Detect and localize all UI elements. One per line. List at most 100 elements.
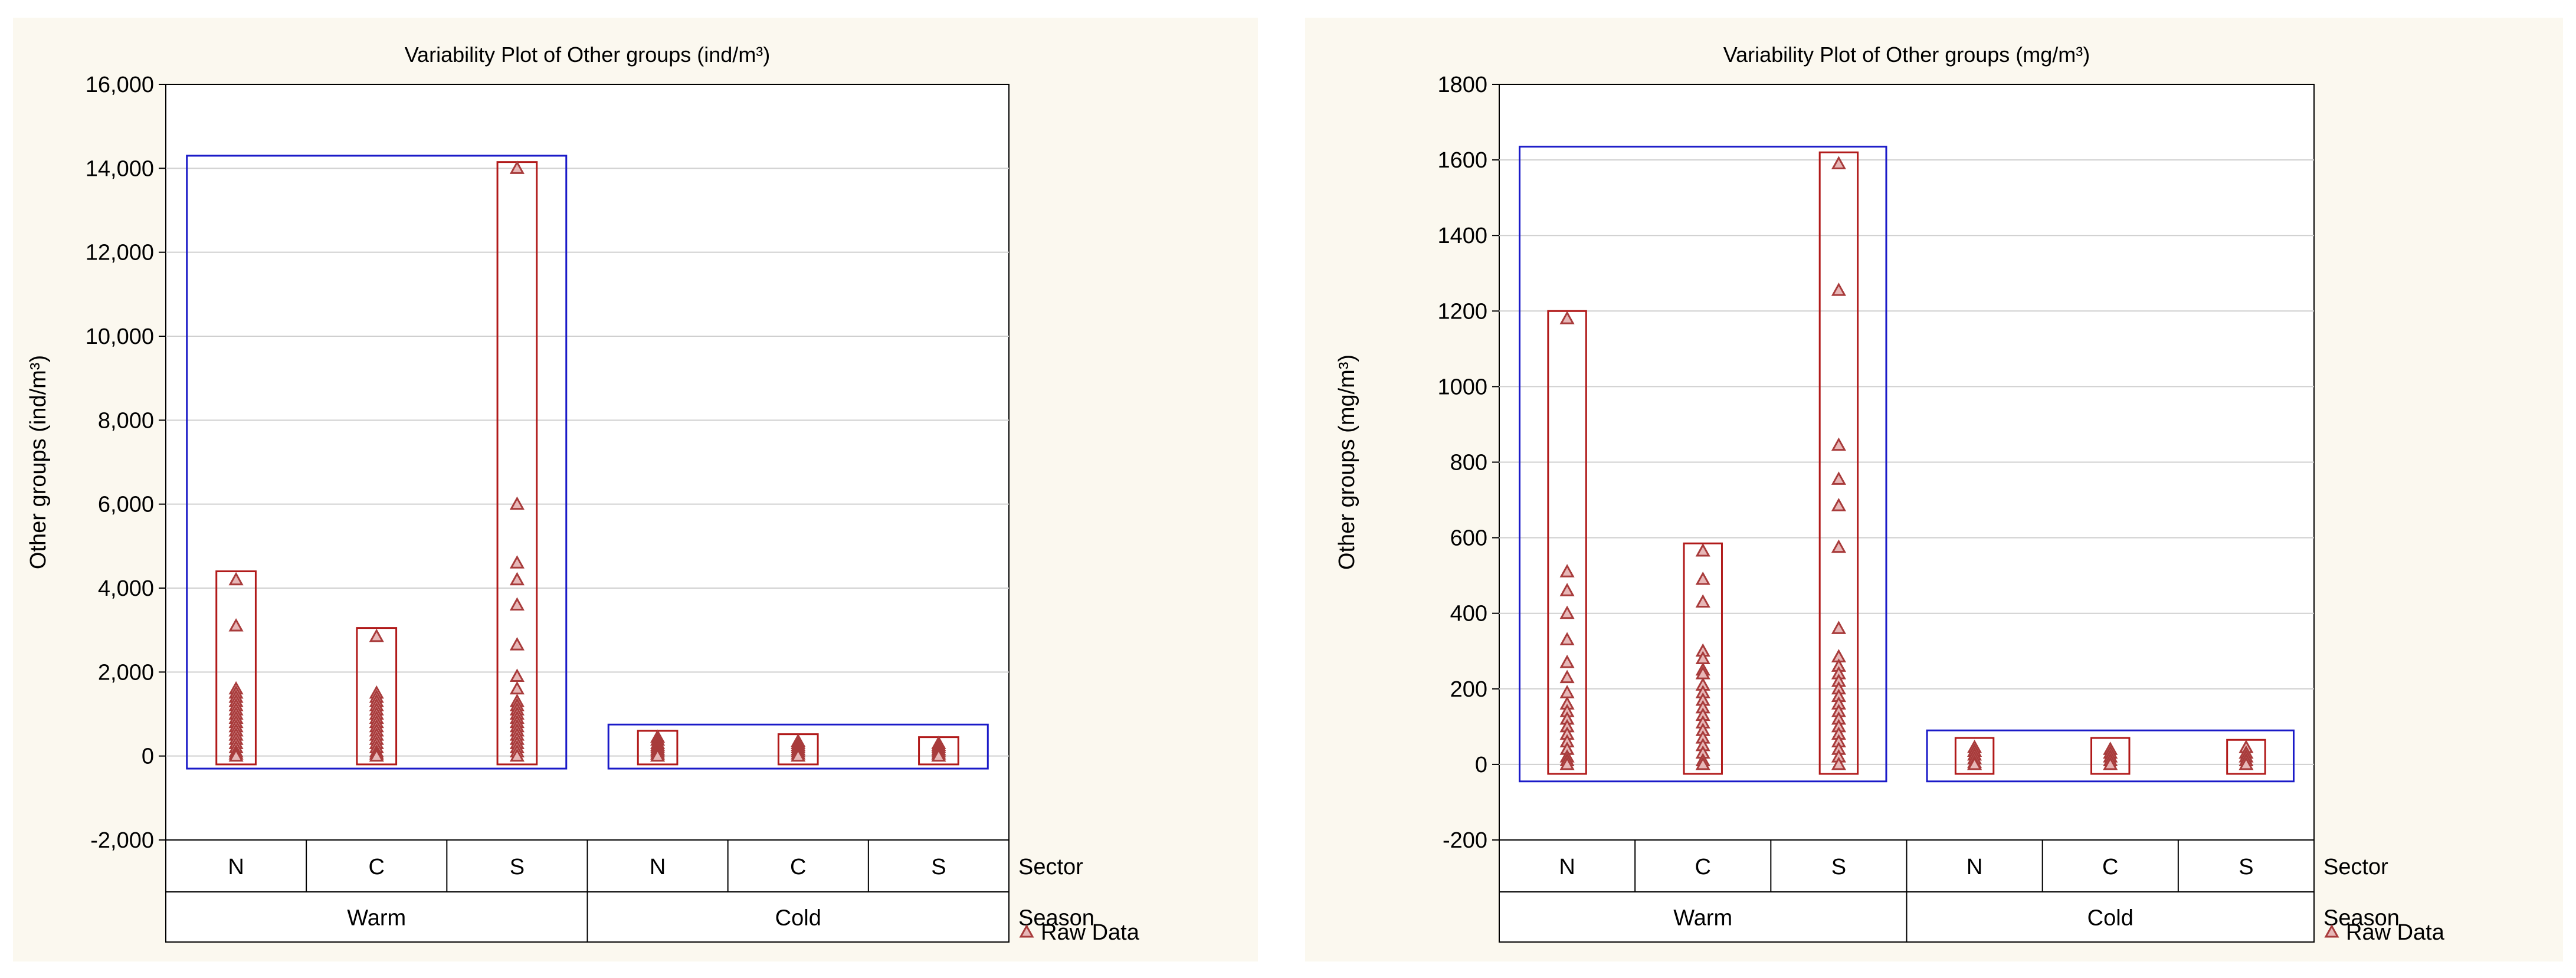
data-point (650, 748, 666, 762)
chart-title: Variability Plot of Other groups (ind/m³… (405, 42, 771, 67)
factor-label-season: Season (2323, 906, 2400, 931)
y-tick-label: 6,000 (98, 493, 154, 517)
y-tick-label: 1400 (1437, 224, 1487, 248)
factor-label-sector: Sector (1018, 855, 1083, 879)
data-point (1559, 311, 1575, 324)
data-point (1559, 605, 1575, 619)
legend-label: Raw Data (1041, 920, 1140, 945)
data-point (509, 681, 525, 695)
data-point (228, 618, 244, 632)
sector-label: N (1559, 855, 1575, 879)
y-tick-label: 400 (1450, 602, 1487, 626)
plot-area (165, 84, 1010, 841)
data-point (2103, 756, 2118, 770)
group-box-warm-s (1818, 151, 1859, 775)
sector-label: S (931, 855, 946, 879)
data-point (509, 668, 525, 682)
y-tick-label: 10,000 (86, 324, 154, 349)
data-point (1695, 571, 1710, 585)
season-box-warm (1519, 146, 1887, 783)
sector-label: C (790, 855, 806, 879)
data-point (1559, 632, 1575, 646)
y-axis-label: Other groups (ind/m³) (26, 355, 51, 569)
group-box-cold-c (2090, 737, 2131, 775)
sector-label: N (228, 855, 244, 879)
data-point (1831, 498, 1846, 511)
sector-label: C (369, 855, 385, 879)
data-point (228, 748, 244, 762)
season-box-cold (1926, 729, 2295, 783)
group-box-warm-n (215, 570, 257, 766)
y-tick-label: 0 (1475, 753, 1487, 777)
y-axis-label: Other groups (mg/m³) (1335, 355, 1359, 570)
sector-label: N (650, 855, 666, 879)
data-point (791, 748, 806, 762)
data-point (1831, 756, 1846, 770)
season-box-warm (186, 155, 568, 770)
sector-label: S (2239, 855, 2253, 879)
group-box-warm-c (356, 627, 398, 766)
y-tick-label: -2,000 (90, 828, 154, 853)
y-tick-label: 1600 (1437, 148, 1487, 173)
data-point (1695, 594, 1710, 608)
data-point (1559, 756, 1575, 770)
data-point (509, 160, 525, 174)
data-point (369, 748, 384, 762)
y-tick-label: 2,000 (98, 660, 154, 685)
data-point (1695, 543, 1710, 557)
triangle-marker-icon (2324, 924, 2339, 938)
sector-label: N (1967, 855, 1982, 879)
y-tick-label: 12,000 (86, 241, 154, 265)
variability-plot-mg-chart: Variability Plot of Other groups (mg/m³)… (1335, 42, 2445, 945)
data-point (1831, 471, 1846, 485)
data-point (1559, 654, 1575, 668)
data-point (2239, 756, 2254, 770)
data-point (1831, 539, 1846, 553)
data-point (1967, 756, 1982, 770)
data-point (509, 496, 525, 510)
data-point (1831, 621, 1846, 634)
sector-label: S (1831, 855, 1846, 879)
y-tick-label: 0 (142, 744, 154, 769)
y-tick-label: 1800 (1437, 73, 1487, 97)
season-label: Warm (1673, 906, 1732, 931)
sector-label: S (510, 855, 525, 879)
y-tick-label: 600 (1450, 526, 1487, 551)
data-point (509, 748, 525, 762)
variability-plot-mg-panel: Variability Plot of Other groups (mg/m³)… (1305, 18, 2563, 961)
data-point (1559, 669, 1575, 684)
data-point (1559, 583, 1575, 596)
data-point (1559, 564, 1575, 577)
legend-label: Raw Data (2346, 920, 2445, 945)
y-tick-label: 14,000 (86, 156, 154, 181)
y-tick-label: -200 (1443, 828, 1487, 853)
data-point (509, 572, 525, 586)
factor-label-season: Season (1018, 906, 1094, 931)
season-label: Cold (2087, 906, 2133, 931)
y-tick-label: 1000 (1437, 375, 1487, 399)
data-point (1831, 156, 1846, 170)
data-point (228, 572, 244, 586)
data-point (1831, 282, 1846, 296)
variability-plot-ind-panel: Variability Plot of Other groups (ind/m³… (13, 18, 1258, 961)
data-point (509, 636, 525, 651)
season-box-cold (607, 723, 989, 770)
y-tick-label: 16,000 (86, 73, 154, 97)
data-point (369, 628, 384, 642)
variability-plot-ind-chart: Variability Plot of Other groups (ind/m³… (26, 42, 1140, 945)
sector-label: C (1695, 855, 1711, 879)
data-point (509, 555, 525, 569)
sector-label: C (2102, 855, 2118, 879)
group-box-cold-n (1954, 737, 1995, 775)
season-label: Warm (347, 906, 406, 931)
data-point (931, 748, 946, 762)
data-point (1831, 437, 1846, 451)
y-tick-label: 4,000 (98, 576, 154, 601)
y-tick-label: 800 (1450, 451, 1487, 475)
y-tick-label: 200 (1450, 677, 1487, 702)
triangle-marker-icon (1019, 924, 1034, 938)
y-tick-label: 8,000 (98, 408, 154, 433)
factor-label-sector: Sector (2323, 855, 2388, 879)
chart-title: Variability Plot of Other groups (mg/m³) (1723, 42, 2090, 67)
y-tick-label: 1200 (1437, 299, 1487, 324)
